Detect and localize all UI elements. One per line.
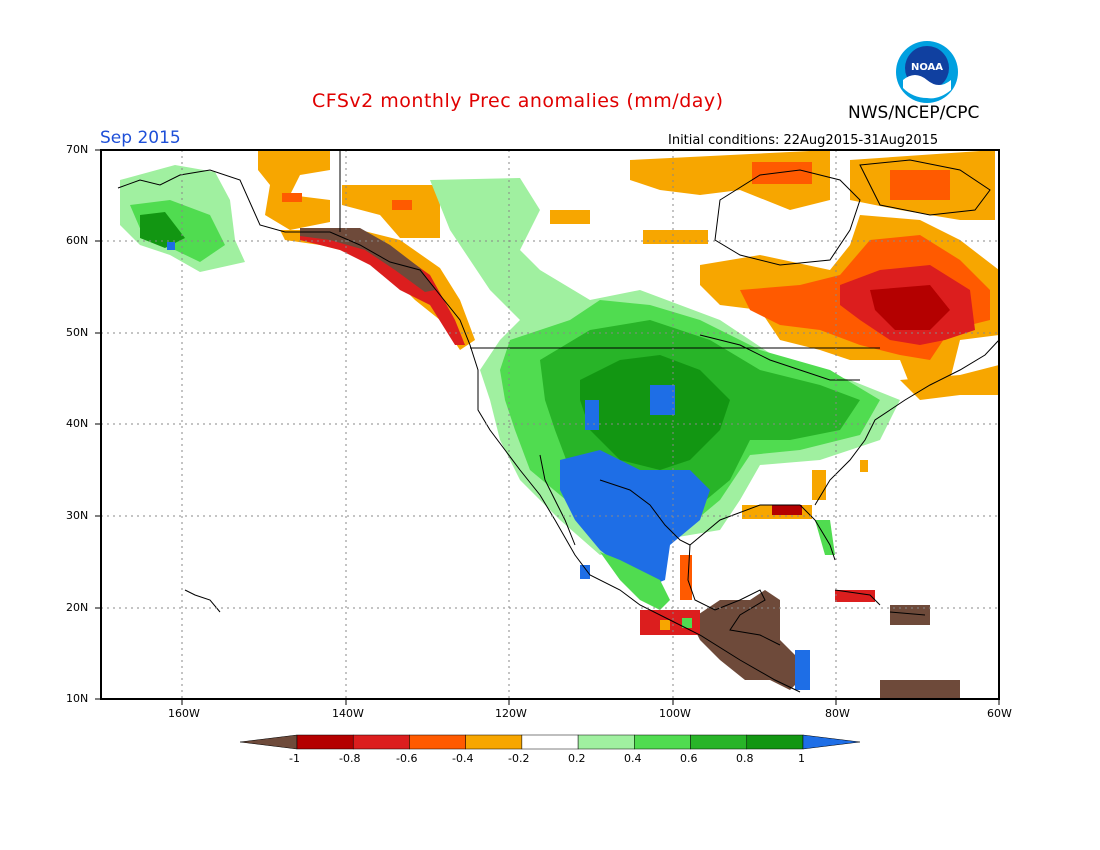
pacific-coast-dry-anomaly — [280, 228, 475, 350]
central-america-dry-anomaly — [640, 590, 810, 690]
colorbar-swatch — [409, 734, 466, 750]
lon-label-120w: 120W — [495, 707, 527, 720]
lat-label-70n: 70N — [66, 143, 89, 156]
colorbar-label: -0.8 — [339, 752, 361, 765]
coastlines — [117, 150, 999, 693]
colorbar-label: 0.4 — [624, 752, 642, 765]
lat-label-20n: 20N — [66, 601, 89, 614]
colorbar-label: -0.4 — [452, 752, 474, 765]
organization-label: NWS/NCEP/CPC — [848, 103, 980, 123]
central-us-wet-anomaly — [430, 178, 900, 555]
anomaly-field — [120, 150, 999, 699]
colorbar-swatch — [746, 734, 804, 750]
caribbean-dry-anomaly — [835, 590, 960, 699]
colorbar-label: -1 — [289, 752, 300, 765]
initial-conditions-label: Initial conditions: 22Aug2015-31Aug2015 — [668, 133, 939, 148]
lat-label-50n: 50N — [66, 326, 89, 339]
lon-label-100w: 100W — [659, 707, 691, 720]
southwest-wet-anomaly — [560, 385, 710, 610]
north-canada-dry-anomaly — [258, 150, 995, 244]
colorbar-swatch — [296, 734, 354, 750]
colorbar-label: 0.8 — [736, 752, 754, 765]
lat-label-30n: 30N — [66, 509, 89, 522]
lat-lon-grid — [101, 150, 999, 699]
forecast-month-label: Sep 2015 — [100, 128, 181, 148]
colorbar-left-arrow — [239, 734, 298, 750]
lon-label-80w: 80W — [825, 707, 850, 720]
colorbar-label: 0.2 — [568, 752, 586, 765]
lon-label-60w: 60W — [987, 707, 1012, 720]
colorbar-label: 1 — [798, 752, 805, 765]
lat-label-10n: 10N — [66, 692, 89, 705]
colorbar-swatch — [634, 734, 691, 750]
gulf-coast-dry-anomaly — [680, 460, 868, 600]
colorbar — [239, 734, 861, 750]
quebec-dry-anomaly — [700, 215, 999, 400]
colorbar-label: -0.6 — [396, 752, 418, 765]
colorbar-swatch — [352, 734, 410, 750]
colorbar-label: 0.6 — [680, 752, 698, 765]
chart-title: CFSv2 monthly Prec anomalies (mm/day) — [312, 90, 724, 112]
lon-label-160w: 160W — [168, 707, 200, 720]
noaa-logo-text: NOAA — [911, 62, 943, 73]
colorbar-right-arrow — [802, 734, 861, 750]
colorbar-swatch — [465, 734, 523, 750]
alaska-wet-anomaly — [120, 165, 245, 272]
lon-label-140w: 140W — [332, 707, 364, 720]
colorbar-swatch — [521, 734, 579, 750]
map-frame — [100, 149, 1000, 700]
lat-label-40n: 40N — [66, 417, 89, 430]
colorbar-swatch — [690, 734, 748, 750]
noaa-logo-wave — [903, 75, 951, 99]
colorbar-label: -0.2 — [508, 752, 530, 765]
colorbar-swatch — [577, 734, 635, 750]
noaa-logo: NOAA — [896, 41, 958, 103]
lat-label-60n: 60N — [66, 234, 89, 247]
axis-ticks — [95, 149, 1000, 705]
